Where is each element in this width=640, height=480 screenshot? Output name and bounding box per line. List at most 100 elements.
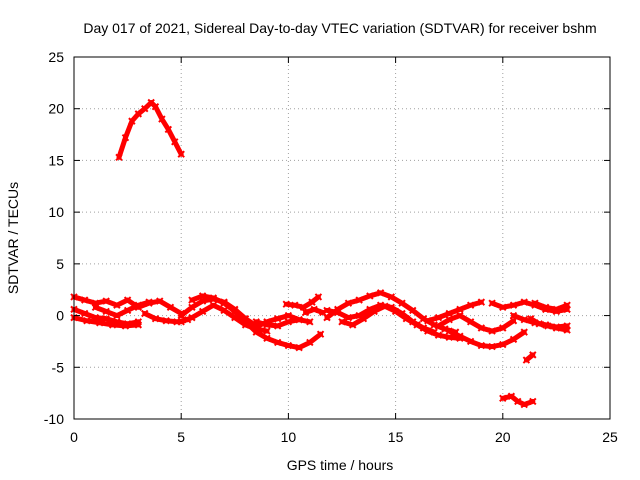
- data-point: [520, 298, 528, 306]
- data-point: [445, 327, 453, 335]
- data-point: [102, 307, 110, 316]
- data-point: [529, 351, 537, 359]
- data-point: [514, 397, 522, 406]
- data-point: [477, 341, 486, 350]
- y-axis-label: SDTVAR / TECUs: [5, 182, 21, 294]
- data-point: [563, 326, 571, 334]
- x-tick-label: 20: [495, 429, 511, 445]
- data-point: [263, 318, 271, 326]
- data-point: [102, 314, 110, 323]
- x-tick-label: 0: [70, 429, 78, 445]
- series-arc-u: [531, 299, 571, 314]
- data-point: [115, 153, 123, 162]
- series-arc-k: [282, 293, 323, 312]
- data-point: [338, 318, 346, 326]
- data-point: [323, 313, 331, 322]
- data-point: [301, 308, 310, 317]
- data-point: [409, 306, 417, 315]
- chart-title: Day 017 of 2021, Sidereal Day-to-day VTE…: [83, 20, 596, 36]
- data-point: [466, 318, 475, 326]
- data-point: [456, 311, 464, 320]
- data-point: [488, 299, 496, 307]
- data-point: [263, 334, 271, 343]
- y-tick-label: 10: [48, 204, 64, 220]
- data-point: [91, 303, 100, 312]
- data-point: [171, 138, 179, 146]
- data-point: [113, 311, 121, 320]
- data-point: [344, 299, 353, 307]
- data-point: [308, 298, 316, 306]
- series-arc-peak: [115, 98, 185, 162]
- y-tick-label: -5: [52, 359, 65, 375]
- data-point: [121, 322, 130, 330]
- data-point: [522, 356, 531, 364]
- series-arc-w: [522, 351, 537, 364]
- series-arc-x: [499, 392, 537, 409]
- data-point: [314, 293, 323, 301]
- data-point: [263, 327, 271, 335]
- data-point: [198, 297, 207, 305]
- series-arc-d: [91, 298, 153, 320]
- data-point: [113, 301, 121, 309]
- x-tick-label: 5: [177, 429, 185, 445]
- data-point: [273, 338, 282, 347]
- data-point: [466, 337, 475, 346]
- data-point: [231, 305, 239, 314]
- data-point: [520, 400, 528, 409]
- series-line: [532, 300, 570, 312]
- data-point: [445, 333, 453, 341]
- data-point: [273, 314, 282, 323]
- data-point: [188, 296, 196, 304]
- series-arc-q: [424, 298, 486, 325]
- x-tick-label: 15: [388, 429, 404, 445]
- x-axis-label: GPS time / hours: [287, 457, 394, 473]
- x-tick-label: 10: [281, 429, 297, 445]
- data-point: [81, 309, 89, 318]
- data-point: [424, 317, 432, 325]
- data-point: [151, 314, 160, 323]
- data-point: [145, 298, 153, 306]
- data-point: [488, 342, 496, 351]
- data-point: [156, 297, 164, 305]
- y-tick-label: -10: [44, 411, 64, 427]
- data-point: [83, 317, 91, 325]
- tick-layer: 0 5 10 15 20 25 -10 -5 0 5 10 15 20 25: [44, 49, 618, 445]
- data-point: [188, 303, 196, 312]
- data-point: [141, 105, 149, 113]
- data-point: [544, 322, 552, 330]
- y-tick-label: 20: [48, 101, 64, 117]
- data-point: [164, 125, 173, 134]
- data-point: [284, 311, 293, 320]
- data-point: [306, 338, 314, 347]
- data-point: [334, 308, 342, 317]
- data-point: [349, 321, 357, 329]
- data-point: [499, 324, 507, 332]
- y-tick-label: 5: [56, 256, 64, 272]
- data-point: [499, 394, 507, 403]
- data-point: [128, 117, 136, 125]
- data-point: [299, 303, 308, 312]
- data-point: [231, 313, 239, 322]
- data-point: [295, 316, 303, 324]
- data-point: [445, 316, 453, 324]
- data-point: [526, 314, 535, 323]
- data-point: [488, 327, 496, 335]
- series-arc-g: [177, 295, 260, 330]
- data-point: [123, 306, 132, 315]
- data-point: [123, 296, 132, 304]
- data-point: [520, 328, 528, 336]
- data-point: [387, 293, 396, 301]
- data-point: [507, 392, 516, 400]
- series-line: [71, 315, 141, 329]
- data-point: [295, 343, 303, 352]
- data-point: [552, 305, 561, 314]
- data-point: [563, 301, 571, 309]
- data-point: [529, 397, 537, 406]
- data-point: [284, 341, 293, 350]
- data-point: [424, 327, 432, 335]
- data-point: [370, 307, 378, 316]
- data-point: [359, 314, 368, 323]
- data-point: [151, 102, 160, 111]
- data-point: [166, 303, 175, 312]
